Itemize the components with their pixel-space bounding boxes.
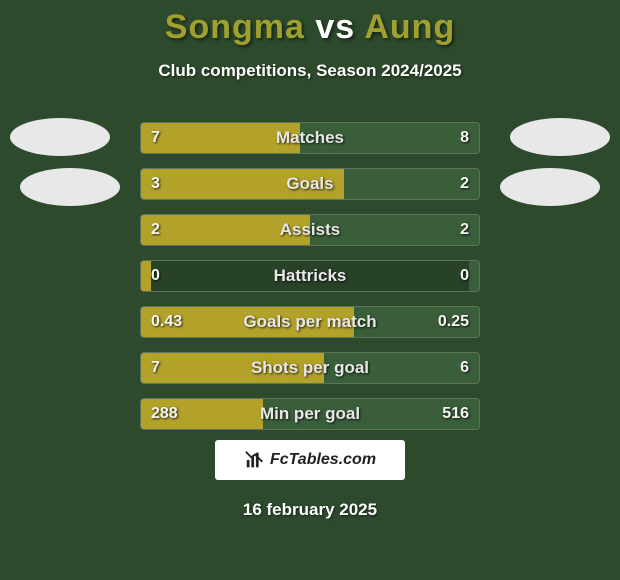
- title-player-left: Songma: [165, 8, 305, 46]
- date-text: 16 february 2025: [0, 500, 620, 520]
- bar-left: [141, 399, 263, 429]
- bar-left: [141, 261, 151, 291]
- bar-left: [141, 169, 344, 199]
- team-badge-placeholder: [20, 168, 120, 206]
- chart-icon: [244, 449, 266, 471]
- stat-value-right: 0: [460, 261, 469, 291]
- watermark: FcTables.com: [215, 440, 405, 480]
- bar-right: [344, 169, 479, 199]
- bar-right: [300, 123, 479, 153]
- bar-left: [141, 123, 300, 153]
- stat-row: Min per goal288516: [140, 398, 480, 430]
- watermark-text: FcTables.com: [270, 451, 376, 469]
- subtitle: Club competitions, Season 2024/2025: [0, 61, 620, 81]
- bar-left: [141, 215, 310, 245]
- page-title: Songma vs Aung: [0, 0, 620, 47]
- team-badge-placeholder: [10, 118, 110, 156]
- title-vs: vs: [305, 8, 364, 46]
- stat-row: Assists22: [140, 214, 480, 246]
- stat-row: Goals32: [140, 168, 480, 200]
- stat-row: Goals per match0.430.25: [140, 306, 480, 338]
- stat-row: Shots per goal76: [140, 352, 480, 384]
- bar-left: [141, 353, 324, 383]
- title-player-right: Aung: [364, 8, 455, 46]
- bar-left: [141, 307, 354, 337]
- stat-label: Hattricks: [141, 261, 479, 291]
- stat-row: Matches78: [140, 122, 480, 154]
- team-badge-placeholder: [500, 168, 600, 206]
- stat-row: Hattricks0 0: [140, 260, 480, 292]
- bar-right: [324, 353, 479, 383]
- bar-right: [263, 399, 479, 429]
- stat-value-left: 0: [151, 261, 160, 291]
- bar-right: [469, 261, 479, 291]
- bar-right: [354, 307, 479, 337]
- comparison-chart: Matches78 Goals32 Assists22 Hattricks0 0 Goal…: [140, 122, 480, 444]
- team-badge-placeholder: [510, 118, 610, 156]
- bar-right: [310, 215, 479, 245]
